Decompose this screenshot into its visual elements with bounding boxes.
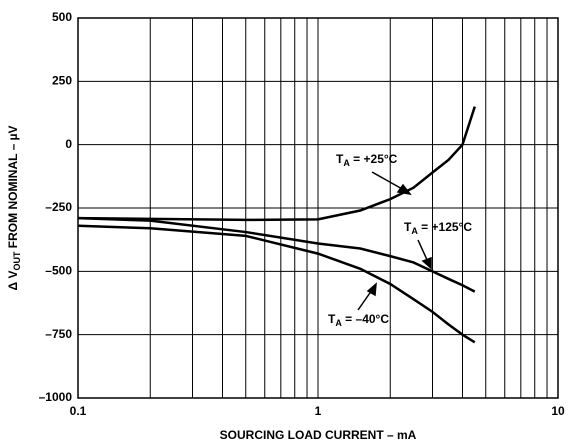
annotation-sub: A (335, 318, 342, 328)
curve (77, 216, 476, 293)
y-tick-label: 500 (52, 10, 72, 24)
y-tick-label: 250 (52, 74, 72, 88)
annotation-arrows (357, 171, 432, 311)
y-axis-label: Δ VOUT FROM NOMINAL – µV (6, 126, 22, 291)
x-axis-label: SOURCING LOAD CURRENT – mA (220, 428, 417, 442)
y-tick-label: 0 (65, 137, 72, 151)
annotation-main: T (328, 312, 336, 326)
y-label-main: Δ V (6, 271, 20, 291)
annotation: TA = –40°C (328, 312, 389, 328)
arrow-head (421, 256, 432, 270)
annotation-rest: = +125°C (418, 220, 473, 234)
arrow (417, 239, 429, 263)
annotation-rest: = –40°C (342, 312, 389, 326)
annotation-sub: A (343, 158, 350, 168)
curve (77, 106, 476, 222)
annotation-main: T (336, 152, 344, 166)
annotation-rest: = +25°C (350, 152, 398, 166)
arrow (371, 171, 405, 191)
plot-frame (77, 17, 559, 399)
x-tick-label: 1 (315, 404, 322, 418)
x-tick-label: 10 (551, 404, 565, 418)
y-label-rest: FROM NOMINAL – µV (6, 126, 20, 252)
curve (77, 224, 476, 344)
annotation-sub: A (411, 226, 418, 236)
arrow (357, 289, 373, 311)
y-label-sub: OUT (12, 251, 22, 271)
annotation-main: T (404, 220, 412, 234)
y-tick-label: –250 (45, 200, 72, 214)
annotation: TA = +25°C (336, 152, 398, 168)
x-tick-label: 0.1 (70, 404, 87, 418)
annotation: TA = +125°C (404, 220, 472, 236)
y-tick-label: –500 (45, 264, 72, 278)
y-tick-label: –750 (45, 327, 72, 341)
arrow-head (366, 282, 377, 297)
y-tick-label: –1000 (39, 390, 73, 404)
